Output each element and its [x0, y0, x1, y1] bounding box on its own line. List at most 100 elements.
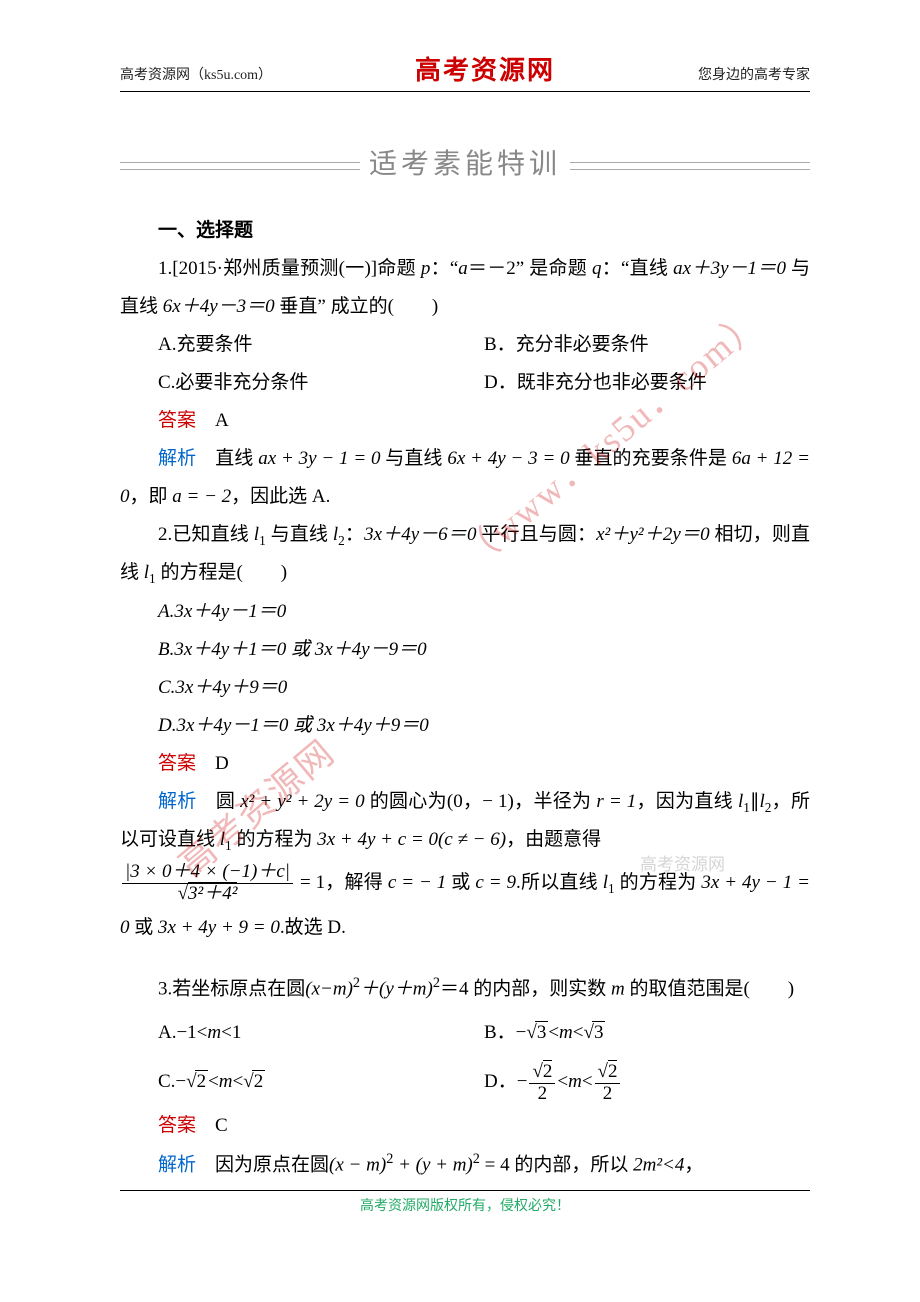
q2a-t10: .所以直线 — [516, 872, 603, 893]
q2-answer-val: D — [215, 753, 229, 774]
q3-e1c: ＝4 — [440, 978, 469, 999]
q2-sqrt-sym: √ — [178, 883, 188, 904]
q2-optD: D.3x＋4y－1＝0 或 3x＋4y＋9＝0 — [158, 715, 429, 736]
q1-options: A.充要条件 B．充分非必要条件 C.必要非充分条件 D．既非充分也非必要条件 — [120, 326, 810, 402]
q3C-r1: 2 — [195, 1070, 209, 1092]
q1-line1: ax＋3y－1＝0 — [673, 258, 786, 279]
q2-analysis-p1: 解析 圆 x² + y² + 2y = 0 的圆心为(0，− 1)，半径为 r … — [120, 783, 810, 860]
q1-an-e2: a = − 2 — [172, 486, 231, 507]
q3D-mid: < — [557, 1071, 568, 1092]
q1-an-t3: 垂直的充要条件是 — [570, 448, 732, 469]
q3D-d2: 2 — [595, 1084, 621, 1105]
q3B-r1: 3 — [535, 1021, 549, 1043]
question-3: 3.若坐标原点在圆(x−m)2＋(y＋m)2＝4 的内部，则实数 m 的取值范围… — [120, 969, 810, 1184]
q1-line2: 6x＋4y－3＝0 — [163, 296, 275, 317]
q1-optC: C.必要非充分条件 — [158, 364, 484, 402]
q2a-s1: 1 — [743, 800, 750, 815]
q3-optB: B．−√3<m<√3 — [484, 1008, 810, 1057]
q3B-pre: B．− — [484, 1022, 526, 1043]
q3-e1s2: 2 — [433, 975, 440, 991]
q3B-mid: < — [548, 1022, 559, 1043]
content-body: 一、选择题 1.[2015·郑州质量预测(一)]命题 p：“a＝－2” 是命题 … — [120, 212, 810, 1184]
q3-stem: 3.若坐标原点在圆(x−m)2＋(y＋m)2＝4 的内部，则实数 m 的取值范围… — [120, 969, 810, 1008]
q1-answer-val: A — [215, 410, 229, 431]
q2a-t3: ，因为直线 — [636, 791, 738, 812]
q3a-e1a: (x − m) — [329, 1154, 386, 1175]
q1-text: 1.[2015·郑州质量预测(一)]命题 — [158, 258, 416, 279]
q2a-t2: 的圆心为(0，− 1)，半径为 — [365, 791, 597, 812]
q2-s1: 1 — [259, 533, 266, 548]
q2a-t8: = 1，解得 — [295, 872, 388, 893]
q3-e1a: (x−m) — [305, 978, 353, 999]
answer-label: 答案 — [158, 410, 196, 431]
q2a-c2: c = 9 — [475, 872, 516, 893]
q3D-d1: 2 — [529, 1084, 555, 1105]
q1-t2: ＝－2” 是命题 — [468, 258, 592, 279]
page-header: 高考资源网（ks5u.com） 高考资源网 您身边的高考专家 — [120, 50, 810, 92]
q2a-t12: 或 — [130, 917, 159, 938]
q2a-t11: 的方程为 — [615, 872, 702, 893]
q2a-c1: c = − 1 — [388, 872, 446, 893]
q2-optA: A.3x＋4y－1＝0 — [158, 601, 286, 622]
header-center: 高考资源网 — [272, 50, 698, 87]
q1-t1: ：“ — [430, 258, 458, 279]
q2-t3: 平行且与圆： — [476, 524, 596, 545]
analysis-label: 解析 — [158, 791, 197, 812]
q3-optC: C.−√2<m<√2 — [158, 1057, 484, 1106]
q3-optA: A.−1<m<1 — [158, 1008, 484, 1057]
page-footer: 高考资源网版权所有，侵权必究！ — [120, 1190, 810, 1215]
q3A-m: m — [207, 1022, 221, 1043]
banner: 适考素能特训 — [120, 142, 810, 182]
answer-label: 答案 — [158, 1115, 196, 1136]
q3-optD: D．−√22<m<√22 — [484, 1057, 810, 1106]
analysis-label: 解析 — [158, 1154, 196, 1175]
header-left: 高考资源网（ks5u.com） — [120, 64, 272, 84]
q3-e1b: ＋(y＋m) — [360, 978, 433, 999]
question-1: 1.[2015·郑州质量预测(一)]命题 p：“a＝－2” 是命题 q：“直线 … — [120, 250, 810, 516]
q3A-pre: A.−1< — [158, 1022, 207, 1043]
q1-p: p — [421, 258, 431, 279]
q2-optC: C.3x＋4y＋9＝0 — [158, 677, 287, 698]
banner-text: 适考素能特训 — [351, 142, 579, 182]
q2a-t9: 或 — [446, 872, 475, 893]
q3a-t2: 的内部，所以 — [510, 1154, 634, 1175]
q3C-r2: 2 — [252, 1070, 266, 1092]
q3C-m: m — [219, 1071, 233, 1092]
q2a-e4: 3x + 4y + 9 = 0 — [158, 917, 280, 938]
q2a-e2: 3x + 4y + c = 0(c ≠ − 6) — [317, 829, 506, 850]
q2-frac-den: √3²＋4² — [122, 884, 293, 905]
q1-an-t5: ，因此选 A. — [231, 486, 330, 507]
q2-t0: 2.已知直线 — [158, 524, 254, 545]
q3D-n1s: √ — [532, 1061, 542, 1082]
q2-e1: 3x＋4y－6＝0 — [364, 524, 476, 545]
q1-stem: 1.[2015·郑州质量预测(一)]命题 p：“a＝－2” 是命题 q：“直线 … — [120, 250, 810, 326]
spacer — [120, 951, 810, 969]
q3B-m: m — [559, 1022, 573, 1043]
q3A-post: <1 — [221, 1022, 241, 1043]
q3-t0: 3.若坐标原点在圆 — [158, 978, 305, 999]
q2-frac-den-v: 3²＋4² — [188, 882, 237, 904]
q3a-t3: ， — [684, 1154, 703, 1175]
q3a-sup2: 2 — [473, 1151, 480, 1167]
q3C-pre: C.− — [158, 1071, 186, 1092]
q2-t5: 的方程是( ) — [156, 562, 287, 583]
q1-an-l2: 6x + 4y − 3 = 0 — [447, 448, 569, 469]
q1-optA: A.充要条件 — [158, 326, 484, 364]
q1-t3: ：“直线 — [601, 258, 673, 279]
q2a-e1: x² + y² + 2y = 0 — [240, 791, 364, 812]
q1-an-t2: 与直线 — [380, 448, 447, 469]
q2-answer: 答案 D — [120, 745, 810, 783]
q3C-mid2: < — [233, 1071, 244, 1092]
q1-an-t1: 直线 — [215, 448, 258, 469]
q3a-e1m: + (y + m) — [393, 1154, 472, 1175]
q1-t5: 垂直” 成立的( ) — [275, 296, 439, 317]
q3D-n1r: 2 — [543, 1060, 553, 1082]
q3-m: m — [611, 978, 625, 999]
q3a-e1e: = 4 — [480, 1154, 510, 1175]
q2-fraction: |3 × 0＋4 × (−1)＋c| √3²＋4² — [122, 862, 293, 905]
q3D-mid2: < — [582, 1071, 593, 1092]
q2a-t1: 圆 — [216, 791, 240, 812]
q1-analysis: 解析 直线 ax + 3y − 1 = 0 与直线 6x + 4y − 3 = … — [120, 440, 810, 516]
q3D-n2r: 2 — [608, 1060, 618, 1082]
q2-optB: B.3x＋4y＋1＝0 或 3x＋4y－9＝0 — [158, 639, 427, 660]
